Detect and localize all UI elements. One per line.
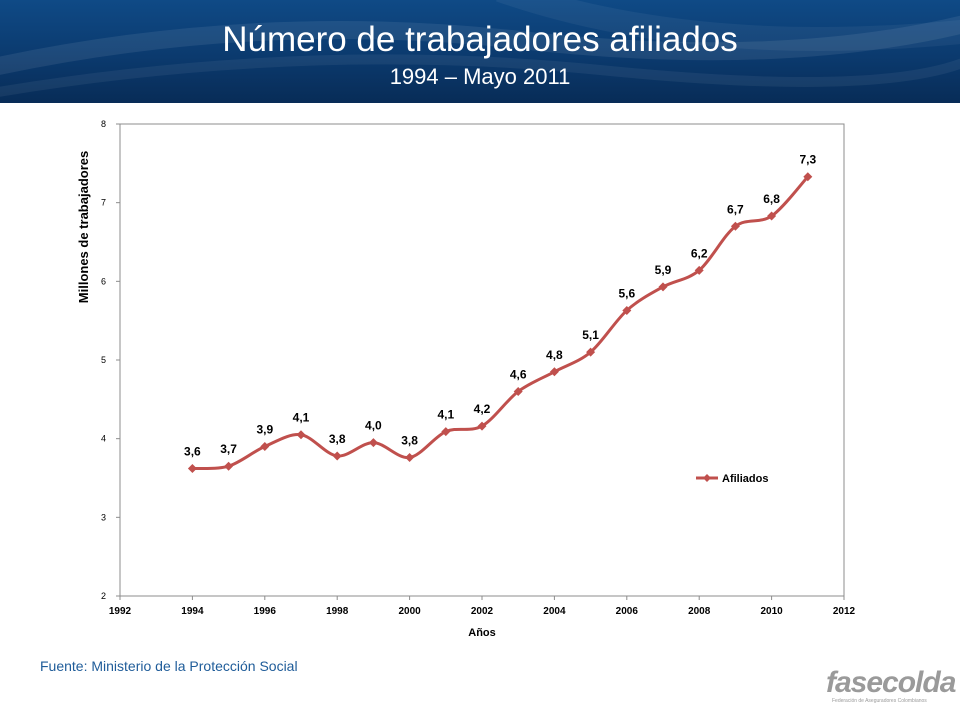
source-note: Fuente: Ministerio de la Protección Soci… bbox=[40, 658, 298, 674]
data-point-marker bbox=[187, 464, 197, 474]
data-point-marker bbox=[332, 451, 342, 461]
legend-marker bbox=[703, 474, 711, 482]
data-label: 5,1 bbox=[582, 328, 599, 342]
data-point-marker bbox=[405, 453, 415, 463]
logo-subtext: Federación de Aseguradores Colombianos bbox=[832, 698, 927, 704]
x-tick-label: 1998 bbox=[326, 606, 349, 617]
y-tick-label: 4 bbox=[101, 434, 106, 444]
data-point-marker bbox=[694, 265, 704, 275]
data-point-marker bbox=[224, 461, 234, 471]
data-point-marker bbox=[441, 427, 451, 437]
x-tick-label: 1996 bbox=[254, 606, 277, 617]
x-tick-label: 2004 bbox=[543, 606, 566, 617]
line-chart: 2 3 4 5 6 7 8 1992 1994 1996 1998 2000 2002 2004 2006 2… bbox=[76, 119, 856, 639]
data-point-marker bbox=[586, 347, 596, 357]
data-point-marker bbox=[368, 438, 378, 448]
x-tick-label: 2006 bbox=[616, 606, 639, 617]
data-point-marker bbox=[730, 221, 740, 231]
logo-wordmark: fasecolda bbox=[826, 666, 956, 699]
y-tick-label: 2 bbox=[101, 591, 106, 601]
data-point-marker bbox=[296, 430, 306, 440]
x-tick-label: 2000 bbox=[398, 606, 421, 617]
x-tick-label: 2010 bbox=[760, 606, 783, 617]
plot-area bbox=[119, 123, 845, 597]
fasecolda-logo: fasecolda Federación de Aseguradores Col… bbox=[826, 666, 956, 708]
slide-header: Número de trabajadores afiliados 1994 – … bbox=[0, 0, 960, 103]
legend-label: Afiliados bbox=[722, 473, 768, 485]
y-tick-label: 8 bbox=[101, 119, 106, 129]
x-tick-label: 2008 bbox=[688, 606, 711, 617]
header-swoosh-decoration bbox=[0, 0, 960, 97]
data-point-marker bbox=[513, 386, 523, 396]
x-tick-label: 2002 bbox=[471, 606, 494, 617]
data-label: 4,8 bbox=[546, 348, 563, 362]
y-tick-label: 5 bbox=[101, 355, 106, 365]
data-point-marker bbox=[658, 282, 668, 292]
y-tick-label: 3 bbox=[101, 512, 106, 522]
data-label: 5,9 bbox=[655, 263, 672, 277]
data-label: 3,6 bbox=[184, 445, 201, 459]
data-label: 4,1 bbox=[293, 411, 310, 425]
data-label: 3,9 bbox=[256, 423, 273, 437]
data-label: 4,0 bbox=[365, 419, 382, 433]
data-label: 6,8 bbox=[763, 192, 780, 206]
data-point-marker bbox=[803, 172, 813, 182]
data-point-marker bbox=[622, 305, 632, 315]
x-tick-label: 2012 bbox=[833, 606, 856, 617]
data-point-marker bbox=[260, 442, 270, 452]
slide-title: Número de trabajadores afiliados bbox=[222, 20, 738, 59]
data-point-marker bbox=[477, 421, 487, 431]
y-tick-label: 6 bbox=[101, 276, 106, 286]
data-label: 4,2 bbox=[474, 402, 491, 416]
data-point-marker bbox=[549, 367, 559, 377]
data-label: 6,2 bbox=[691, 246, 708, 260]
x-tick-label: 1994 bbox=[181, 606, 204, 617]
data-point-marker bbox=[767, 211, 777, 221]
data-label: 4,1 bbox=[437, 408, 454, 422]
x-axis-title: Años bbox=[468, 627, 496, 639]
data-label: 4,6 bbox=[510, 367, 527, 381]
data-label: 3,8 bbox=[329, 432, 346, 446]
slide-subtitle: 1994 – Mayo 2011 bbox=[389, 64, 571, 89]
data-label: 6,7 bbox=[727, 202, 744, 216]
data-label: 5,6 bbox=[618, 286, 635, 300]
data-label: 7,3 bbox=[799, 153, 816, 167]
y-axis-title: Millones de trabajadores bbox=[76, 151, 91, 303]
x-tick-label: 1992 bbox=[109, 606, 132, 617]
y-tick-label: 7 bbox=[101, 198, 106, 208]
data-label: 3,7 bbox=[220, 442, 237, 456]
data-label: 3,8 bbox=[401, 434, 418, 448]
